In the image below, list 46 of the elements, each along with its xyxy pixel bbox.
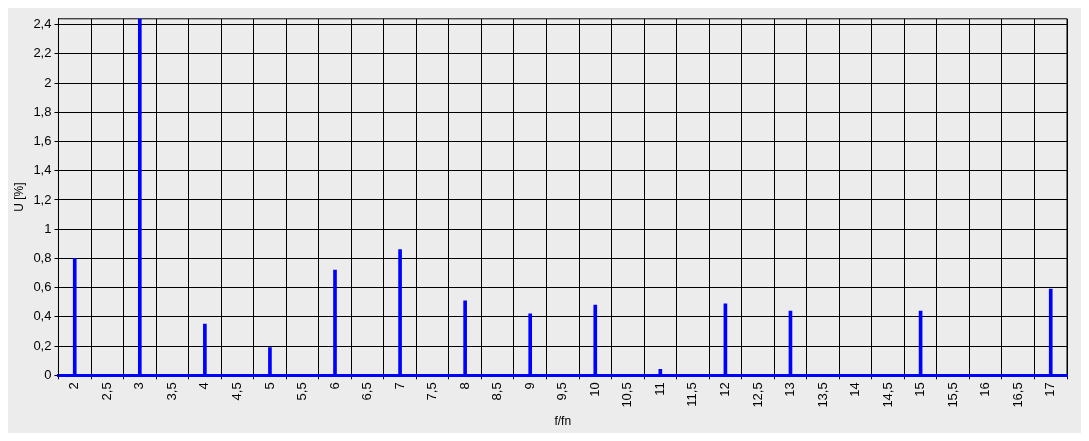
x-tick-label: 7,5 [424, 382, 440, 401]
y-tick-label: 1,4 [33, 162, 52, 178]
x-tick-label: 15 [912, 382, 928, 397]
y-tick-label: 2,4 [33, 16, 52, 32]
x-tick-label: 17 [1042, 382, 1058, 397]
y-axis-title: U [%] [11, 182, 26, 212]
y-tick-label: 1,2 [33, 191, 52, 207]
x-tick-label: 10,5 [619, 382, 635, 408]
x-tick-label: 3,5 [163, 382, 179, 401]
x-tick-label: 16 [977, 382, 993, 397]
x-tick-label: 9 [521, 382, 537, 390]
x-tick-label: 4,5 [228, 382, 244, 401]
x-tick-label: 5,5 [294, 382, 310, 401]
y-tick-label: 0,6 [33, 279, 52, 295]
y-tick-label: 1,8 [33, 103, 52, 119]
y-tick-label: 0,4 [33, 308, 52, 324]
x-tick-label: 12,5 [749, 382, 765, 408]
x-tick-label: 11 [651, 382, 667, 396]
x-tick-label: 14,5 [879, 382, 895, 408]
y-tick-label: 1 [44, 220, 52, 236]
y-tick-label: 2 [44, 74, 52, 90]
x-tick-label: 13 [782, 382, 798, 397]
y-tick-label: 0 [44, 366, 52, 382]
x-tick-label: 6 [326, 382, 342, 390]
x-tick-label: 10 [586, 382, 602, 397]
x-tick-label: 15,5 [944, 382, 960, 408]
x-tick-label: 3 [131, 382, 147, 390]
x-tick-label: 11,5 [684, 382, 700, 407]
x-tick-label: 14 [847, 382, 863, 397]
y-tick-label: 0,2 [33, 337, 52, 353]
x-tick-label: 8 [456, 382, 472, 390]
x-tick-label: 8,5 [489, 382, 505, 401]
y-tick-label: 1,6 [33, 133, 52, 149]
y-tick-label: 2,2 [33, 45, 52, 61]
x-tick-label: 9,5 [554, 382, 570, 401]
x-axis-title: f/fn [554, 414, 572, 429]
x-tick-label: 6,5 [359, 382, 375, 401]
x-tick-label: 16,5 [1009, 382, 1025, 408]
x-tick-label: 2 [66, 382, 82, 390]
y-tick-label: 0,8 [33, 249, 52, 265]
x-tick-label: 4 [196, 382, 212, 390]
x-tick-label: 13,5 [814, 382, 830, 408]
x-tick-label: 5 [261, 382, 277, 390]
x-tick-label: 2,5 [98, 382, 114, 401]
x-tick-label: 12 [716, 382, 732, 397]
x-tick-label: 7 [391, 382, 407, 390]
